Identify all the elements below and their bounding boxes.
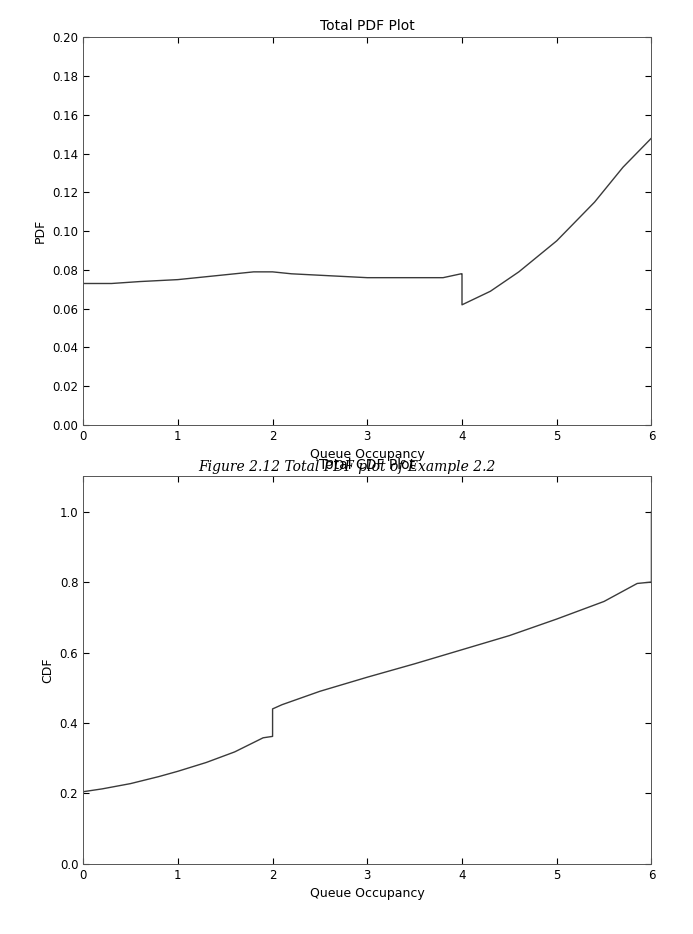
Title: Total CDF Plot: Total CDF Plot [319, 459, 415, 473]
Y-axis label: PDF: PDF [34, 219, 46, 243]
Title: Total PDF Plot: Total PDF Plot [320, 20, 414, 34]
X-axis label: Queue Occupancy: Queue Occupancy [310, 448, 425, 461]
Y-axis label: CDF: CDF [41, 658, 54, 683]
X-axis label: Queue Occupancy: Queue Occupancy [310, 887, 425, 900]
Text: Figure 2.12 Total PDF plot of Example 2.2: Figure 2.12 Total PDF plot of Example 2.… [198, 460, 495, 474]
